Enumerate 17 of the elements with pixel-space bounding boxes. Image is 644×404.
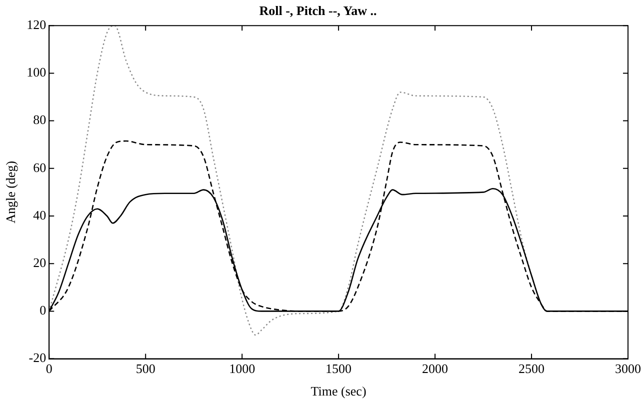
x-tick-label: 2500 (518, 361, 545, 376)
y-tick-label: 120 (26, 17, 46, 32)
y-tick-label: 20 (33, 255, 46, 270)
y-tick-label: 100 (26, 64, 46, 80)
y-tick-label: 60 (33, 160, 46, 175)
y-axis-title: Angle (deg) (3, 160, 18, 224)
chart-title: Roll -, Pitch --, Yaw .. (259, 3, 377, 18)
x-tick-label: 3000 (615, 361, 641, 376)
x-tick-label: 1500 (326, 361, 352, 376)
x-tick-label: 1000 (229, 361, 256, 376)
x-tick-label: 500 (136, 361, 156, 376)
y-tick-label: 40 (33, 207, 46, 222)
y-tick-label: -20 (28, 350, 46, 366)
y-tick-label: 80 (33, 112, 46, 128)
x-tick-label: 2000 (422, 361, 448, 376)
y-tick-label: 0 (40, 302, 46, 318)
x-axis-title: Time (sec) (310, 384, 366, 399)
